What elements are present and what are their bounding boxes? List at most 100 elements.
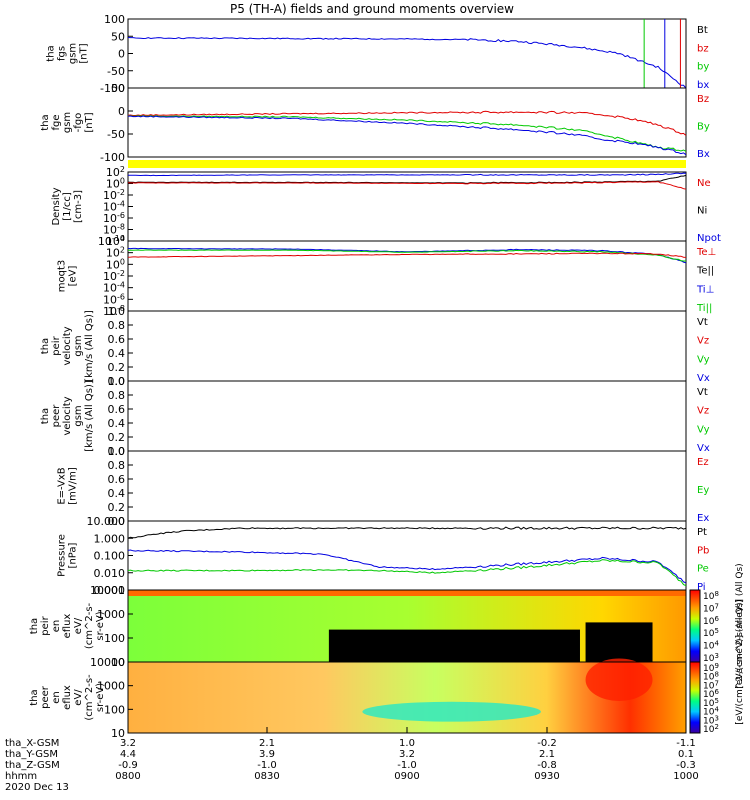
- ylabel-line: Pressure: [57, 534, 68, 577]
- colorbar-label: [eV/(cm^2-s-sr-eV)] (All Qs): [735, 599, 745, 724]
- ytick-label: 1000: [97, 608, 125, 621]
- legend-entry: Vt: [697, 387, 708, 398]
- ytick-label: 50: [111, 82, 125, 95]
- ytick-label: 10: [111, 656, 125, 669]
- ylabel-line: eV/: [73, 617, 84, 634]
- colorbar-tick: 105: [703, 627, 719, 639]
- ytick-label: -100: [100, 151, 125, 164]
- colorbar-tick: 106: [703, 688, 719, 700]
- legend-entry: Ni: [697, 206, 707, 217]
- ylabel-line: tha: [29, 618, 40, 634]
- ylabel-line: [km/s (All Qs)]: [84, 380, 95, 452]
- ytick-label: 0.4: [108, 347, 126, 360]
- ytick-label: 0.0: [108, 375, 126, 388]
- ylabel-line: tha: [40, 114, 51, 130]
- ylabel-line: [km/s (All Qs)]: [84, 310, 95, 382]
- legend-entry: Bx: [697, 149, 710, 160]
- series-Pe: [128, 559, 686, 587]
- ytick-label: 0.0: [108, 445, 126, 458]
- legend-entry: Te⊥: [696, 247, 716, 258]
- ylabel-pressure: Pressure [nPa]: [57, 534, 79, 577]
- ytick-label: 0.6: [108, 333, 126, 346]
- ylabel-peir: tha peir velocity gsm [km/s (All Qs)]: [40, 310, 95, 382]
- legend-entry: Ne: [697, 178, 711, 189]
- colorbar: [689, 661, 701, 734]
- ytick-label: 1.0: [108, 445, 126, 458]
- ytick-label: 100: [104, 632, 125, 645]
- ylabel-line: peer: [51, 404, 62, 428]
- ytick-label: 0.8: [108, 459, 126, 472]
- ytick-label: 1000: [97, 680, 125, 693]
- ion-spectrogram-gap2: [585, 622, 653, 662]
- xaxis-value: -0.3: [676, 760, 696, 771]
- ylabel-line: tha: [29, 689, 40, 705]
- ylabel-line: en: [51, 620, 62, 633]
- ytick-label: 0.4: [108, 417, 126, 430]
- xaxis-date: 2020 Dec 13: [5, 782, 69, 793]
- ylabel-line: -fgo: [73, 113, 84, 133]
- ylabel-line: fgs: [57, 46, 68, 61]
- series-Pi: [128, 549, 686, 584]
- xaxis-value: 3.2: [120, 738, 136, 749]
- ylabel-line: gsm: [68, 43, 79, 64]
- ytick-label: 0.0: [108, 515, 126, 528]
- ylabel-line: [nPa]: [68, 542, 79, 568]
- colorbar-tick: 108: [703, 590, 719, 602]
- xaxis-value: 0900: [394, 771, 419, 782]
- ylabel-efield: E=-VxB [mV/m]: [57, 467, 79, 505]
- ylabel-line: gsm: [62, 112, 73, 133]
- ytick-label: 0.4: [108, 487, 126, 500]
- xaxis-value: 1000: [673, 771, 698, 782]
- colorbar-tick: 102: [703, 723, 719, 735]
- ytick-label: -50: [107, 65, 125, 78]
- legend-entry: Vy: [697, 354, 710, 365]
- ytick-label: 1.000: [94, 532, 126, 545]
- ylabel-line: gsm: [73, 405, 84, 426]
- xaxis-value: -0.9: [118, 760, 138, 771]
- ylabel-line: gsm: [73, 335, 84, 356]
- electron-spectrogram-hot: [585, 658, 653, 702]
- xaxis-value: 0.1: [678, 749, 694, 760]
- ytick-label: 0.001: [94, 584, 126, 597]
- legend-entry: Vt: [697, 317, 708, 328]
- panel-fgs: 100 50 0 -50 -100 tha fgs gsm [nT] Bt bz by bx: [46, 13, 710, 95]
- ytick-label: 0: [118, 105, 125, 118]
- ylabel-line: eflux: [62, 685, 73, 710]
- ylabel-line: eflux: [62, 614, 73, 639]
- xaxis-value: -1.0: [397, 760, 417, 771]
- ytick-label: 0.010: [94, 567, 126, 580]
- legend-entry: Bt: [697, 25, 708, 36]
- xaxis-value: -1.1: [676, 738, 696, 749]
- legend-entry: by: [697, 62, 709, 73]
- xaxis-row-label: tha_Z-GSM: [5, 760, 60, 771]
- panel-frame-pressure: [127, 520, 687, 591]
- ylabel-line: tha: [40, 338, 51, 354]
- legend-entry: Pi: [697, 582, 706, 593]
- ylabel-fge: tha fge gsm -fgo [nT]: [40, 112, 95, 133]
- ylabel-line: velocity: [62, 326, 73, 365]
- legend-entry: Vx: [697, 443, 710, 454]
- ytick-label: 10-4: [103, 200, 125, 214]
- legend-entry: By: [697, 122, 710, 133]
- xaxis-row-label: tha_X-GSM: [5, 738, 59, 749]
- ytick-label: -50: [107, 128, 125, 141]
- ytick-label: 10-6: [103, 292, 125, 306]
- legend-entry: bz: [697, 43, 709, 54]
- legend-entry: Ez: [697, 457, 709, 468]
- series-Ne: [128, 181, 686, 190]
- series-Bx: [128, 115, 686, 156]
- legend-entry: Ex: [697, 513, 709, 524]
- ylabel-line: Density: [51, 187, 62, 225]
- legend-entry: Vx: [697, 373, 710, 384]
- ytick-label: 10: [111, 727, 125, 740]
- series-Ti||: [128, 249, 686, 262]
- ytick-label: 104: [106, 234, 125, 248]
